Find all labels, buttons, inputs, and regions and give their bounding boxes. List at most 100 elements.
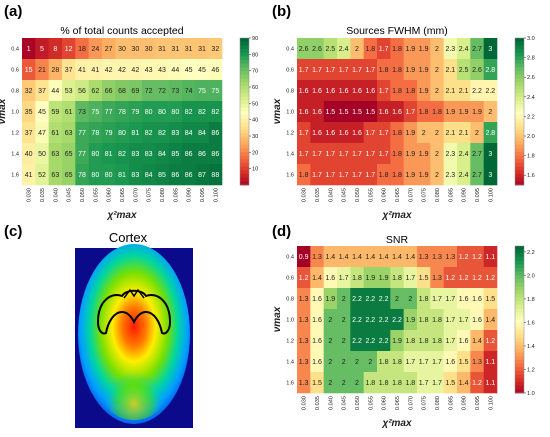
cell-value-label: 1.8 bbox=[432, 338, 442, 345]
heatmap-cell bbox=[390, 122, 404, 144]
x-axis-label: χ²max bbox=[381, 210, 412, 221]
cell-value-label: 1.9 bbox=[405, 67, 415, 74]
cell-value-label: 2.2 bbox=[365, 338, 375, 345]
heatmap-cell bbox=[102, 101, 116, 123]
heatmap-cell bbox=[363, 143, 378, 165]
heatmap-cell bbox=[297, 164, 311, 186]
heatmap-cell bbox=[195, 59, 209, 81]
cell-value-label: 31 bbox=[185, 46, 193, 53]
colorbar-segment bbox=[515, 352, 524, 357]
heatmap-cell bbox=[377, 101, 391, 123]
cell-value-label: 1.7 bbox=[379, 130, 389, 137]
heatmap-cell bbox=[390, 59, 404, 81]
colorbar-tick-label: 1.0 bbox=[527, 391, 535, 397]
cell-value-label: 1.9 bbox=[405, 151, 415, 158]
heatmap-cell bbox=[22, 59, 36, 81]
x-tick-label: 0.095 bbox=[200, 188, 206, 202]
heatmap-cell bbox=[310, 143, 324, 165]
heatmap-cell bbox=[403, 101, 418, 123]
x-tick-label: 0.050 bbox=[80, 188, 86, 202]
cell-value-label: 2.8 bbox=[485, 130, 495, 137]
heatmap-cell bbox=[337, 330, 351, 352]
heatmap-cell bbox=[75, 101, 89, 123]
y-tick-label: 1.6 bbox=[286, 381, 294, 387]
cell-value-label: 2.2 bbox=[352, 296, 362, 303]
heatmap-cell bbox=[457, 143, 471, 165]
x-tick-label: 0.050 bbox=[355, 188, 361, 202]
cell-value-label: 32 bbox=[25, 88, 33, 95]
heatmap-cell bbox=[363, 372, 378, 394]
heatmap-cell bbox=[142, 101, 156, 123]
heatmap-cell bbox=[483, 80, 498, 102]
heatmap-cell bbox=[155, 38, 169, 60]
colorbar-segment bbox=[515, 271, 524, 276]
cell-value-label: 1.8 bbox=[419, 338, 429, 345]
panel-d-label: (d) bbox=[272, 223, 291, 240]
heatmap-cell bbox=[155, 164, 169, 186]
heatmap-cell bbox=[417, 267, 431, 289]
heatmap-cell bbox=[310, 267, 324, 289]
cell-value-label: 53 bbox=[65, 88, 73, 95]
x-tick-label: 0.030 bbox=[27, 188, 33, 202]
cell-value-label: 2.7 bbox=[472, 46, 482, 53]
colorbar-segment bbox=[515, 337, 524, 342]
y-tick-label: 1.6 bbox=[11, 173, 19, 179]
y-axis-label: νmax bbox=[272, 98, 283, 124]
heatmap-cell bbox=[128, 101, 143, 123]
heatmap-cell bbox=[390, 267, 404, 289]
cell-value-label: 86 bbox=[211, 130, 219, 137]
heatmap-cell bbox=[417, 80, 431, 102]
cell-value-label: 1.8 bbox=[365, 46, 375, 53]
heatmap-cell bbox=[337, 143, 351, 165]
colorbar-segment bbox=[515, 356, 524, 361]
panel-c-label: (c) bbox=[4, 223, 22, 240]
colorbar-segment bbox=[515, 326, 524, 331]
heatmap-cell bbox=[35, 38, 49, 60]
colorbar-segment bbox=[240, 82, 249, 87]
heatmap-cell bbox=[390, 101, 404, 123]
colorbar-segment bbox=[515, 129, 524, 134]
panel-b: (b)Sources FWHM (mm)2.6 2.6 2.5 2.4 2 1.8 1.7 1… bbox=[272, 3, 535, 221]
cell-value-label: 59 bbox=[51, 109, 59, 116]
heatmap-cell bbox=[430, 246, 444, 268]
colorbar-segment bbox=[240, 133, 249, 138]
heatmap-cell bbox=[443, 351, 458, 373]
heatmap-cell bbox=[323, 309, 338, 331]
cell-value-label: 1.5 bbox=[485, 296, 495, 303]
heatmap-cell bbox=[430, 164, 444, 186]
heatmap-cell bbox=[403, 267, 418, 289]
colorbar-segment bbox=[240, 85, 249, 90]
cell-value-label: 45 bbox=[38, 109, 46, 116]
heatmap-cell bbox=[115, 80, 129, 102]
heatmap-cell bbox=[297, 351, 311, 373]
cell-value-label: 2 bbox=[342, 296, 346, 303]
heatmap-cell bbox=[457, 59, 471, 81]
cell-value-label: 2 bbox=[435, 67, 439, 74]
cell-value-label: 30 bbox=[131, 46, 139, 53]
colorbar-segment bbox=[240, 93, 249, 98]
heatmap-cell bbox=[297, 288, 311, 310]
heatmap-cell bbox=[128, 122, 143, 144]
cell-value-label: 1.3 bbox=[299, 380, 309, 387]
heatmap-cell bbox=[337, 122, 351, 144]
heatmap-cell bbox=[377, 288, 391, 310]
cell-value-label: 37 bbox=[25, 130, 33, 137]
cell-value-label: 1.7 bbox=[432, 380, 442, 387]
cell-value-label: 1.7 bbox=[379, 88, 389, 95]
y-tick-label: 1.2 bbox=[286, 339, 294, 345]
heatmap-cell bbox=[323, 101, 338, 123]
cell-value-label: 1.5 bbox=[419, 275, 429, 282]
colorbar-segment bbox=[240, 144, 249, 149]
colorbar-segment bbox=[515, 381, 524, 387]
colorbar-segment bbox=[515, 253, 524, 258]
x-tick-label: 0.040 bbox=[328, 188, 334, 202]
cell-value-label: 1.7 bbox=[339, 151, 349, 158]
cell-value-label: 1.9 bbox=[419, 46, 429, 53]
heatmap-cell bbox=[75, 164, 89, 186]
heatmap-cell bbox=[457, 38, 471, 60]
heatmap-cell bbox=[182, 101, 196, 123]
colorbar-tick-label: 2.8 bbox=[527, 56, 535, 62]
cell-value-label: 88 bbox=[211, 172, 219, 179]
